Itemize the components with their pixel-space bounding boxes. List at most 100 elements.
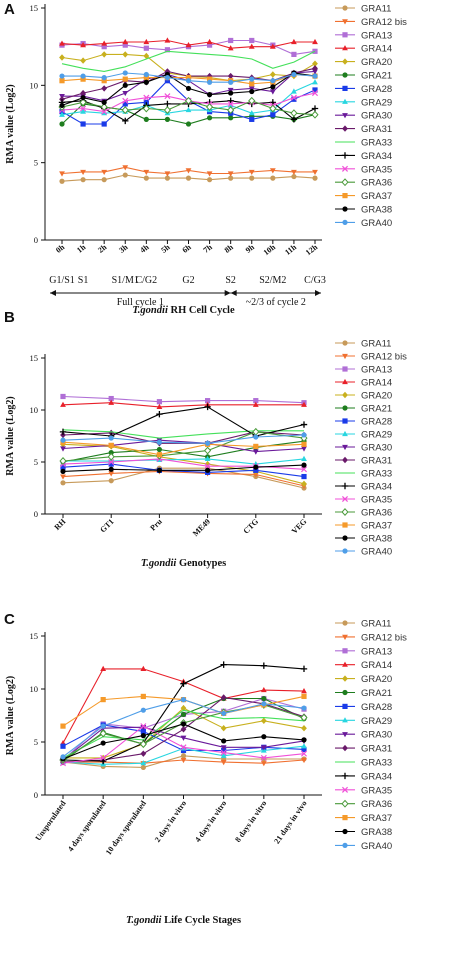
data-point: [60, 446, 66, 452]
legend-marker: [342, 456, 348, 464]
data-point: [301, 743, 307, 749]
data-point: [253, 443, 259, 449]
legend-marker: [342, 85, 348, 91]
data-point: [300, 713, 308, 722]
series-line: [62, 467, 305, 489]
legend-item: GRA20: [335, 391, 392, 402]
legend-label: GRA21: [361, 688, 392, 699]
data-point: [270, 84, 276, 90]
legend-marker: [341, 772, 349, 780]
data-point: [206, 115, 213, 121]
x-tick-label: 21 days in vivo: [272, 799, 308, 846]
data-point: [269, 168, 276, 174]
data-point: [122, 101, 128, 107]
data-point: [206, 76, 213, 82]
data-point: [80, 73, 86, 79]
data-point: [59, 40, 65, 46]
legend-marker: [342, 72, 348, 78]
data-point: [252, 401, 259, 407]
cycle-2-arrowhead-right: [315, 290, 321, 296]
data-point: [101, 85, 108, 92]
data-point: [269, 89, 276, 95]
data-point: [60, 468, 66, 474]
data-point: [185, 175, 192, 181]
data-point: [291, 173, 297, 180]
data-point: [291, 88, 297, 94]
data-point: [312, 73, 318, 79]
legend-marker: [342, 391, 348, 399]
data-point: [60, 464, 66, 470]
legend-marker: [342, 535, 348, 541]
x-axis-label-suffix: Genotypes: [176, 558, 226, 569]
legend-label: GRA13: [361, 365, 392, 376]
data-point: [301, 737, 307, 743]
data-point: [140, 707, 146, 713]
data-point: [59, 111, 65, 117]
phase-label: G1/S1: [49, 275, 75, 286]
cycle-1-arrowhead-right: [224, 290, 231, 296]
data-point: [122, 70, 128, 76]
legend-marker: [342, 193, 348, 199]
x-tick-label: VEG: [290, 517, 309, 536]
data-point: [108, 435, 114, 441]
x-tick-label: 4 days sporulated: [66, 799, 108, 854]
data-point: [227, 45, 234, 51]
legend-item: GRA12 bis: [335, 632, 407, 643]
data-point: [122, 172, 128, 178]
legend-item: GRA36: [335, 508, 392, 519]
data-point: [311, 105, 319, 112]
data-point: [164, 78, 171, 84]
data-point: [301, 480, 307, 488]
legend-item: GRA34: [335, 151, 392, 162]
data-point: [260, 745, 267, 751]
data-point: [227, 171, 234, 177]
data-point: [206, 103, 214, 111]
series-gra33: [62, 429, 304, 439]
data-point: [59, 121, 65, 127]
x-tick-label: 8h: [223, 242, 236, 255]
x-axis-label: T.gondii RH Cell Cycle: [132, 305, 235, 316]
x-tick-label: 10 days sporulated: [104, 799, 148, 857]
data-point: [301, 473, 307, 480]
data-point: [156, 439, 162, 445]
legend-item: GRA20: [335, 57, 392, 68]
series-gra38: [60, 462, 307, 474]
data-point: [204, 455, 211, 461]
data-point: [248, 110, 255, 116]
legend-label: GRA14: [361, 378, 392, 389]
data-point: [260, 761, 267, 767]
phase-label: S2/M2: [259, 275, 286, 286]
data-point: [206, 42, 213, 48]
data-point: [290, 109, 298, 118]
legend-item: GRA14: [335, 44, 392, 55]
data-point: [156, 410, 163, 418]
legend-label: GRA12 bis: [361, 17, 407, 28]
legend-label: GRA34: [361, 482, 392, 493]
data-point: [121, 106, 129, 115]
data-point: [227, 100, 234, 107]
data-point: [206, 92, 213, 98]
data-point: [311, 90, 319, 97]
legend-label: GRA38: [361, 205, 392, 216]
x-axis-label: T.gondii Genotypes: [141, 558, 226, 569]
data-point: [205, 440, 211, 446]
data-point: [59, 178, 65, 184]
data-point: [156, 467, 162, 473]
legend-label: GRA33: [361, 138, 392, 149]
data-point: [60, 401, 66, 407]
data-point: [60, 437, 66, 443]
x-tick-label: 9h: [244, 242, 257, 255]
y-tick-label: 5: [34, 737, 38, 747]
data-point: [249, 37, 255, 44]
data-point: [248, 96, 256, 105]
legend-label: GRA36: [361, 508, 392, 519]
data-point: [180, 711, 187, 718]
data-point: [122, 42, 128, 48]
data-point: [80, 169, 86, 176]
data-point: [249, 76, 255, 82]
legend-item: GRA13: [335, 646, 392, 657]
data-point: [100, 103, 108, 111]
data-point: [270, 78, 276, 84]
series-line: [62, 439, 305, 453]
